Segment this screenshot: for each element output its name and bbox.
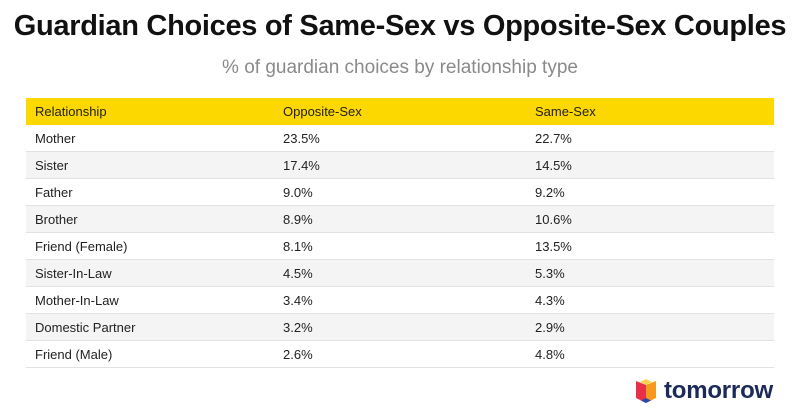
- relationship-cell: Friend (Male): [26, 340, 274, 368]
- opposite-sex-cell: 2.6%: [274, 340, 526, 368]
- tomorrow-logo: tomorrow: [634, 376, 773, 406]
- same-sex-cell: 9.2%: [526, 178, 774, 206]
- table-row: Sister-In-Law 4.5% 5.3%: [26, 259, 774, 287]
- table-row: Mother 23.5% 22.7%: [26, 125, 774, 152]
- same-sex-cell: 4.3%: [526, 286, 774, 314]
- relationship-cell: Domestic Partner: [26, 313, 274, 341]
- same-sex-cell: 4.8%: [526, 340, 774, 368]
- relationship-cell: Sister-In-Law: [26, 259, 274, 287]
- relationship-cell: Mother: [26, 125, 274, 152]
- opposite-sex-cell: 3.2%: [274, 313, 526, 341]
- same-sex-cell: 14.5%: [526, 151, 774, 179]
- same-sex-cell: 13.5%: [526, 232, 774, 260]
- table-row: Brother 8.9% 10.6%: [26, 205, 774, 233]
- table-row: Sister 17.4% 14.5%: [26, 151, 774, 179]
- same-sex-cell: 2.9%: [526, 313, 774, 341]
- relationship-cell: Friend (Female): [26, 232, 274, 260]
- guardian-table: Relationship Opposite-Sex Same-Sex Mothe…: [26, 98, 774, 368]
- table-row: Father 9.0% 9.2%: [26, 178, 774, 206]
- column-header-opposite-sex: Opposite-Sex: [274, 98, 526, 125]
- same-sex-cell: 10.6%: [526, 205, 774, 233]
- opposite-sex-cell: 9.0%: [274, 178, 526, 206]
- table-row: Friend (Male) 2.6% 4.8%: [26, 340, 774, 368]
- table-body: Mother 23.5% 22.7% Sister 17.4% 14.5% Father 9.…: [26, 125, 774, 368]
- brand-name: tomorrow: [663, 377, 773, 404]
- table-header-row: Relationship Opposite-Sex Same-Sex: [26, 98, 774, 125]
- opposite-sex-cell: 17.4%: [274, 151, 526, 179]
- chart-title: Guardian Choices of Same-Sex vs Opposite…: [13, 10, 787, 42]
- table-row: Mother-In-Law 3.4% 4.3%: [26, 286, 774, 314]
- column-header-relationship: Relationship: [26, 98, 274, 125]
- same-sex-cell: 5.3%: [526, 259, 774, 287]
- opposite-sex-cell: 23.5%: [274, 125, 526, 152]
- relationship-cell: Sister: [26, 151, 274, 179]
- relationship-cell: Brother: [26, 205, 274, 233]
- relationship-cell: Mother-In-Law: [26, 286, 274, 314]
- same-sex-cell: 22.7%: [526, 125, 774, 152]
- table-row: Friend (Female) 8.1% 13.5%: [26, 232, 774, 260]
- opposite-sex-cell: 3.4%: [274, 286, 526, 314]
- chart-subtitle: % of guardian choices by relationship ty…: [222, 57, 578, 78]
- tomorrow-logo-icon: [635, 379, 656, 403]
- relationship-cell: Father: [26, 178, 274, 206]
- opposite-sex-cell: 8.1%: [274, 232, 526, 260]
- column-header-same-sex: Same-Sex: [526, 98, 774, 125]
- table-row: Domestic Partner 3.2% 2.9%: [26, 313, 774, 341]
- opposite-sex-cell: 8.9%: [274, 205, 526, 233]
- opposite-sex-cell: 4.5%: [274, 259, 526, 287]
